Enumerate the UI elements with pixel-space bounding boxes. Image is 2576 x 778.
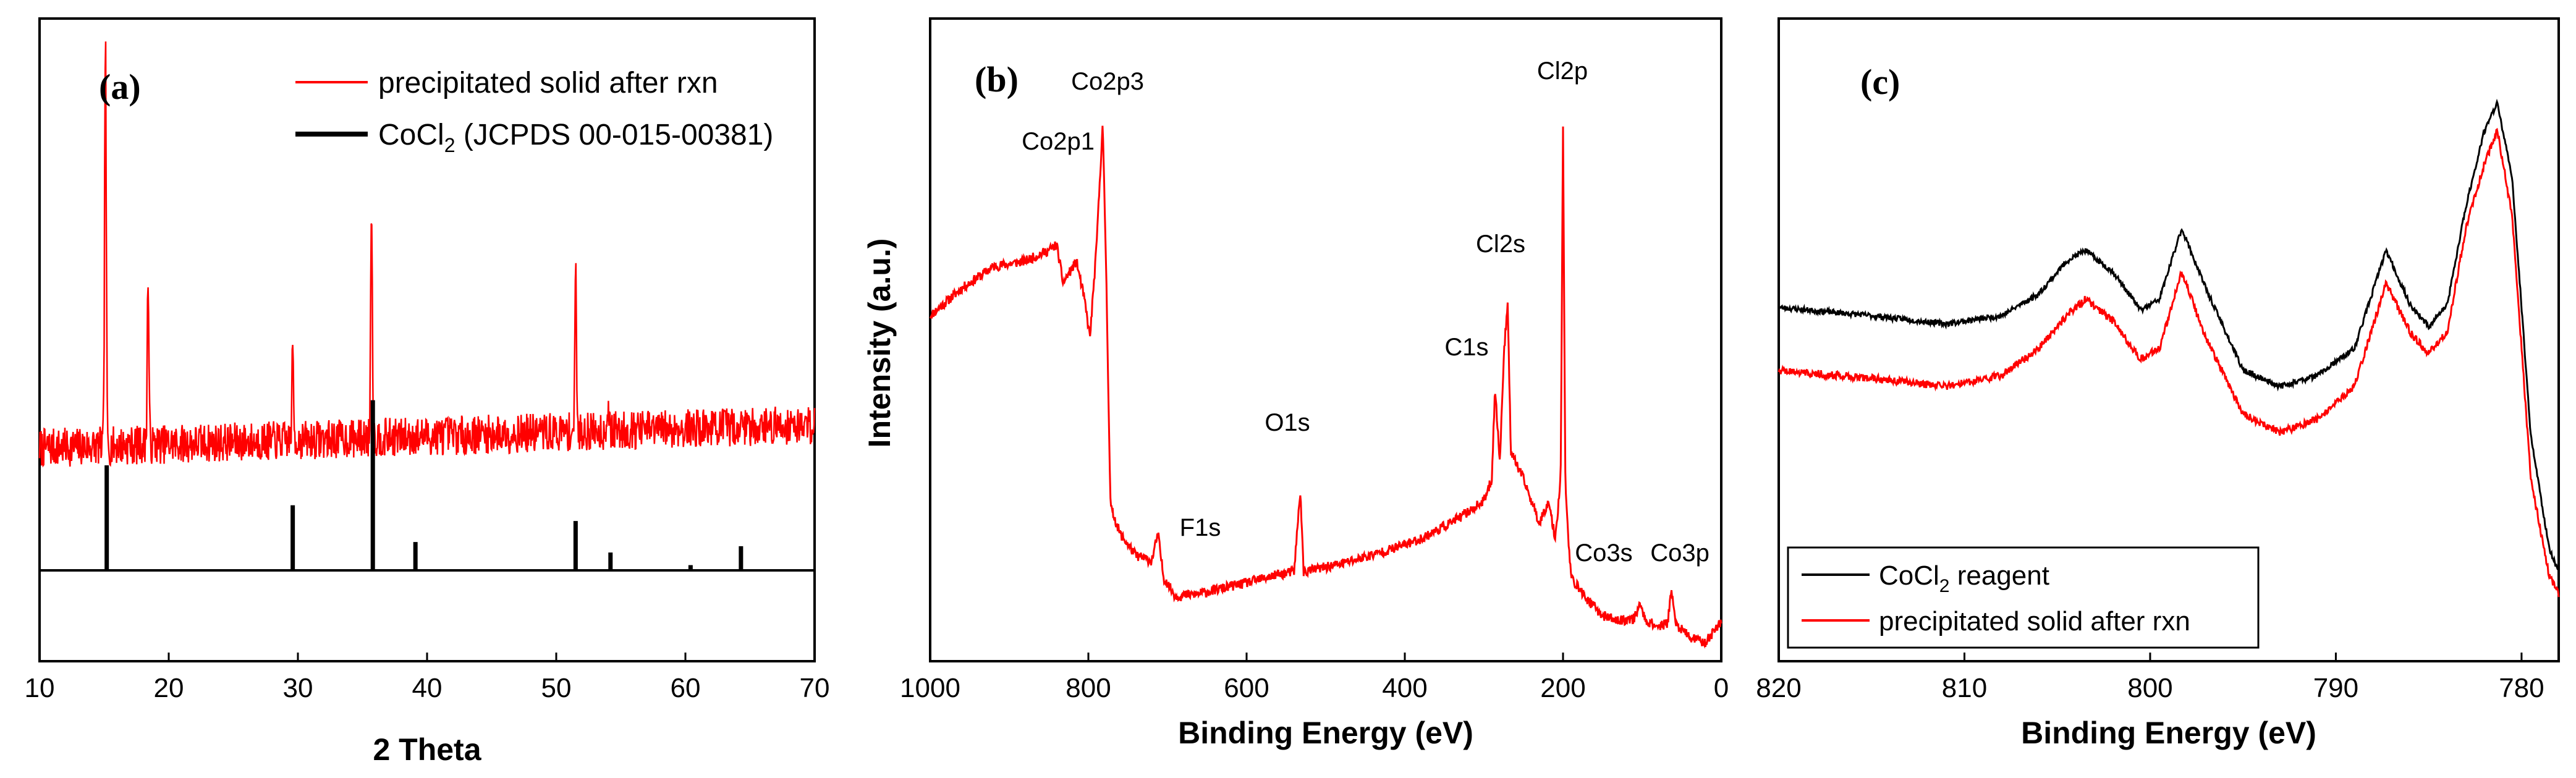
panel-a-x-tick-label: 30 [283,673,313,703]
panel-a-legend: precipitated solid after rxn CoCl2 (JCPD… [295,67,773,156]
peak-label: O1s [1265,409,1310,436]
panel-a-x-tick-label: 20 [154,673,184,703]
series-xps-survey [929,125,1722,649]
panel-a: 10 20 30 40 50 60 70 (a) precipitated solid af… [25,17,830,767]
panel-c-legend: CoCl2 reagent precipitated solid after r… [1787,546,2260,649]
peak-label: C1s [1444,334,1488,361]
panel-b-series [929,125,1722,649]
legend-c-box [1787,546,2260,649]
panel-b-x-label: Binding Energy (eV) [1178,716,1473,750]
panel-c-x-tick-label: 780 [2499,673,2544,703]
panel-c-x-tick-label: 790 [2313,673,2358,703]
series-precipitated-solid-a [38,41,816,468]
panel-b-x-tick-label: 400 [1382,673,1427,703]
panel-c-series [1777,98,2560,598]
panel-c-x-tick-label: 820 [1756,673,1801,703]
peak-label: Co3s [1575,539,1632,567]
legend-c-label-black: CoCl2 reagent [1879,560,2049,596]
panel-b-peak-labels: Co2p3 Co2p1 Cl2p Cl2s C1s O1s F1s Co3s Co3p [1022,57,1710,567]
panel-c-label: (c) [1860,62,1900,102]
panel-a-x-tick-label: 50 [541,673,572,703]
peak-label: Co3p [1650,539,1710,567]
panel-a-x-tick-label: 60 [671,673,701,703]
panel-a-reference-sticks [104,400,744,570]
peak-label: F1s [1180,514,1221,541]
panel-c-frame [1777,17,2560,662]
peak-label: Co2p3 [1071,68,1144,95]
panel-c-x-label: Binding Energy (eV) [2021,716,2316,750]
panel-a-x-ticks: 10 20 30 40 50 60 70 [25,653,830,703]
panel-a-x-label: 2 Theta [373,732,481,767]
peak-label: Cl2p [1537,57,1588,85]
panel-a-frame [38,17,816,662]
legend-c-label-red: precipitated solid after rxn [1879,606,2190,636]
panel-c-x-tick-label: 800 [2127,673,2172,703]
panel-a-x-tick-label: 40 [412,673,443,703]
panel-c-x-tick-label: 810 [1942,673,1987,703]
panel-a-series [38,41,816,468]
panel-c: 820 810 800 790 780 (c) CoCl2 reagent precip… [1756,17,2560,750]
panel-a-label: (a) [99,67,141,107]
panel-b-label: (b) [975,59,1019,99]
panel-b-frame [929,17,1722,662]
panel-b-x-tick-label: 1000 [900,673,960,703]
series-precipitated-solid-c [1777,127,2560,598]
panel-b-x-tick-label: 200 [1540,673,1585,703]
peak-label: Cl2s [1476,230,1525,258]
panel-b-x-tick-label: 800 [1066,673,1111,703]
series-cocl2-reagent [1778,98,2560,572]
panel-b: 1000 800 600 400 200 0 Co2p3 Co2p1 Cl2p Cl2s C1s O… [862,17,1729,750]
panel-c-x-ticks: 820 810 800 790 780 [1756,653,2544,703]
panel-b-x-tick-label: 600 [1224,673,1269,703]
legend-a-label-red: precipitated solid after rxn [378,67,718,99]
panel-b-x-ticks: 1000 800 600 400 200 0 [900,653,1729,703]
peak-label: Co2p1 [1022,128,1095,155]
legend-a-label-black: CoCl2 (JCPDS 00-015-00381) [378,119,773,156]
panel-a-x-tick-label: 70 [800,673,830,703]
panel-b-x-tick-label: 0 [1714,673,1729,703]
panel-a-x-tick-label: 10 [25,673,55,703]
panel-b-y-label: Intensity (a.u.) [862,239,897,448]
